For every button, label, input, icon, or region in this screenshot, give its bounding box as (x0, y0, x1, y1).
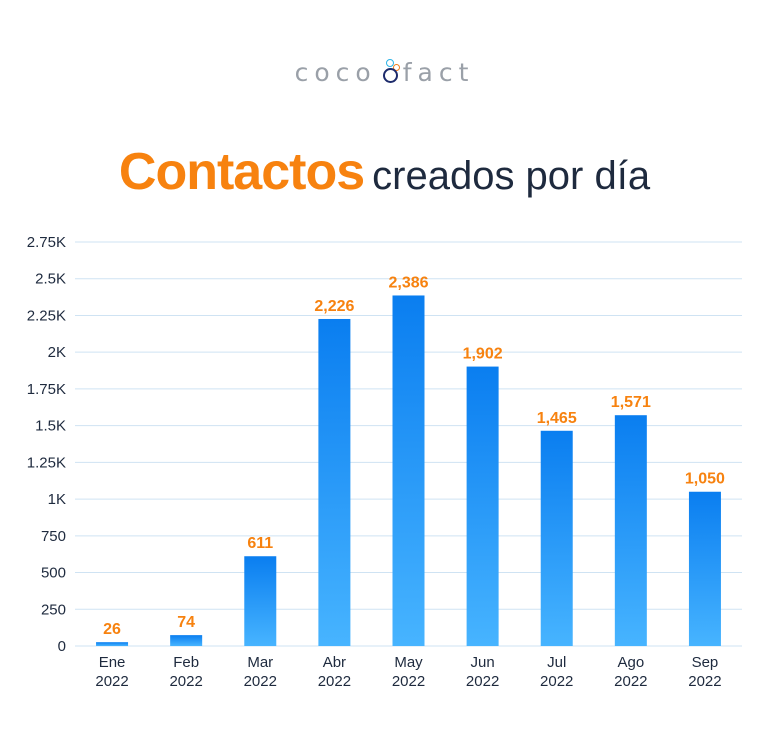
x-tick-label-month: Abr (323, 654, 346, 671)
x-tick-label-year: 2022 (688, 673, 721, 690)
x-tick-label-month: Ago (617, 654, 644, 671)
bar (318, 318, 351, 646)
x-tick-label-year: 2022 (614, 673, 647, 690)
data-label: 2,386 (388, 274, 428, 291)
y-tick-label: 1.5K (35, 418, 66, 435)
y-tick-label: 0 (58, 638, 66, 655)
y-tick-label: 2.5K (35, 271, 66, 288)
x-tick-label-year: 2022 (244, 673, 277, 690)
x-tick-label-month: Feb (173, 654, 199, 671)
bar (688, 491, 721, 646)
x-tick-label-month: Jun (471, 654, 495, 671)
data-label: 1,465 (537, 410, 577, 427)
logo-circles-icon (381, 58, 400, 84)
x-tick-label-year: 2022 (540, 673, 573, 690)
bar (96, 642, 129, 646)
x-tick-label-year: 2022 (95, 673, 128, 690)
bar (170, 635, 203, 646)
y-tick-label: 750 (41, 528, 66, 545)
bar (540, 430, 573, 646)
y-tick-label: 2K (48, 344, 66, 361)
y-tick-label: 1K (48, 491, 66, 508)
bar (392, 295, 425, 646)
logo-text-right: fact (402, 58, 475, 87)
y-tick-label: 2.75K (27, 234, 66, 251)
x-tick-label-year: 2022 (392, 673, 425, 690)
data-label: 611 (247, 535, 273, 552)
chart-title: Contactos creados por día (0, 142, 769, 202)
y-tick-label: 1.75K (27, 381, 66, 398)
x-tick-label-year: 2022 (169, 673, 202, 690)
x-tick-label-month: May (394, 654, 423, 671)
x-tick-label-year: 2022 (466, 673, 499, 690)
title-bold: Contactos (118, 143, 365, 201)
title-rest: creados por día (372, 154, 651, 198)
cocofact-logo: coco fact (0, 58, 769, 87)
y-tick-label: 250 (41, 601, 66, 618)
data-label: 2,226 (314, 298, 354, 315)
x-tick-label-month: Mar (247, 654, 273, 671)
data-label: 26 (103, 621, 121, 638)
x-tick-label-month: Jul (547, 654, 566, 671)
data-label: 1,571 (611, 394, 651, 411)
logo-text-left: coco (294, 58, 377, 87)
data-label: 1,050 (685, 471, 725, 488)
data-label: 1,902 (463, 346, 503, 363)
data-label: 74 (177, 614, 195, 631)
bar (466, 366, 499, 646)
bar (614, 415, 647, 646)
x-tick-label-year: 2022 (318, 673, 351, 690)
y-tick-label: 2.25K (27, 307, 66, 324)
x-tick-label-month: Ene (99, 654, 126, 671)
bar (244, 556, 277, 646)
x-tick-label-month: Sep (692, 654, 719, 671)
y-tick-label: 500 (41, 565, 66, 582)
y-tick-label: 1.25K (27, 454, 66, 471)
